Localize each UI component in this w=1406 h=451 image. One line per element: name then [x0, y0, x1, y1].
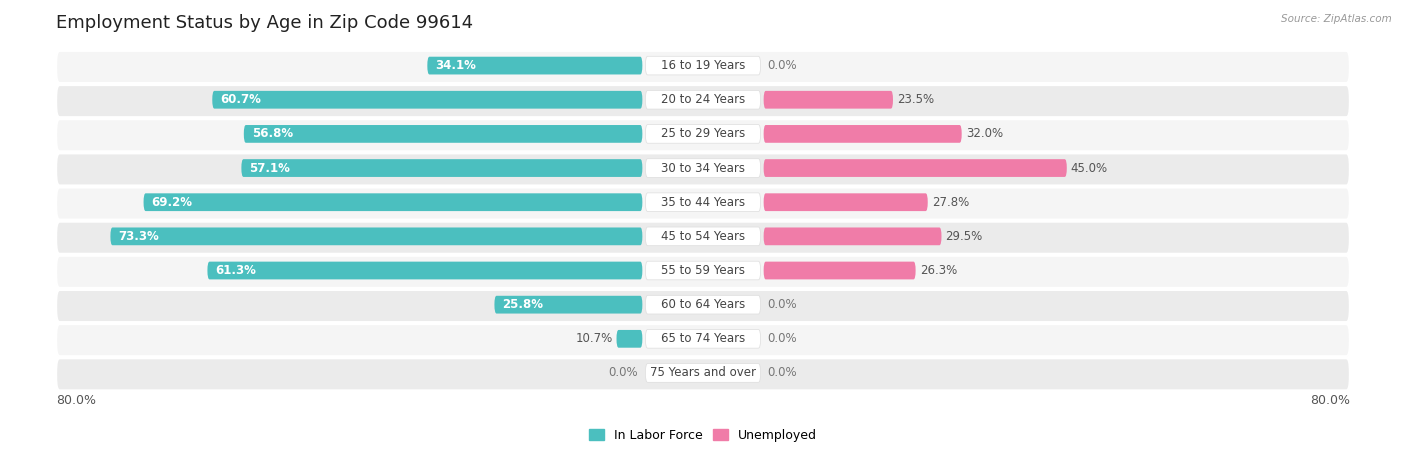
Text: 30 to 34 Years: 30 to 34 Years	[661, 161, 745, 175]
FancyBboxPatch shape	[645, 295, 761, 314]
Text: 45.0%: 45.0%	[1071, 161, 1108, 175]
Text: 80.0%: 80.0%	[56, 394, 96, 407]
FancyBboxPatch shape	[645, 124, 761, 143]
FancyBboxPatch shape	[645, 330, 761, 348]
Text: 20 to 24 Years: 20 to 24 Years	[661, 93, 745, 106]
FancyBboxPatch shape	[645, 56, 761, 75]
Text: 0.0%: 0.0%	[609, 367, 638, 379]
FancyBboxPatch shape	[56, 188, 1350, 220]
Text: 80.0%: 80.0%	[1310, 394, 1350, 407]
FancyBboxPatch shape	[56, 119, 1350, 152]
Legend: In Labor Force, Unemployed: In Labor Force, Unemployed	[583, 424, 823, 447]
Text: 45 to 54 Years: 45 to 54 Years	[661, 230, 745, 243]
Text: 65 to 74 Years: 65 to 74 Years	[661, 332, 745, 345]
FancyBboxPatch shape	[763, 125, 962, 143]
Text: 35 to 44 Years: 35 to 44 Years	[661, 196, 745, 209]
Text: 23.5%: 23.5%	[897, 93, 934, 106]
Text: 34.1%: 34.1%	[436, 59, 477, 72]
Text: 75 Years and over: 75 Years and over	[650, 367, 756, 379]
Text: 10.7%: 10.7%	[575, 332, 613, 345]
FancyBboxPatch shape	[763, 227, 942, 245]
FancyBboxPatch shape	[645, 90, 761, 109]
Text: Source: ZipAtlas.com: Source: ZipAtlas.com	[1281, 14, 1392, 23]
Text: Employment Status by Age in Zip Code 99614: Employment Status by Age in Zip Code 996…	[56, 14, 474, 32]
Text: 29.5%: 29.5%	[946, 230, 983, 243]
Text: 0.0%: 0.0%	[768, 298, 797, 311]
FancyBboxPatch shape	[56, 290, 1350, 322]
FancyBboxPatch shape	[56, 324, 1350, 356]
FancyBboxPatch shape	[763, 262, 915, 279]
Text: 57.1%: 57.1%	[249, 161, 290, 175]
FancyBboxPatch shape	[763, 193, 928, 211]
FancyBboxPatch shape	[645, 193, 761, 212]
FancyBboxPatch shape	[56, 153, 1350, 185]
Text: 0.0%: 0.0%	[768, 367, 797, 379]
FancyBboxPatch shape	[56, 358, 1350, 391]
FancyBboxPatch shape	[763, 159, 1067, 177]
Text: 25 to 29 Years: 25 to 29 Years	[661, 127, 745, 140]
FancyBboxPatch shape	[111, 227, 643, 245]
Text: 55 to 59 Years: 55 to 59 Years	[661, 264, 745, 277]
FancyBboxPatch shape	[645, 364, 761, 382]
Text: 60 to 64 Years: 60 to 64 Years	[661, 298, 745, 311]
Text: 25.8%: 25.8%	[502, 298, 544, 311]
FancyBboxPatch shape	[143, 193, 643, 211]
Text: 26.3%: 26.3%	[920, 264, 957, 277]
Text: 56.8%: 56.8%	[252, 127, 292, 140]
FancyBboxPatch shape	[56, 222, 1350, 254]
FancyBboxPatch shape	[645, 261, 761, 280]
FancyBboxPatch shape	[495, 296, 643, 313]
Text: 0.0%: 0.0%	[768, 332, 797, 345]
Text: 16 to 19 Years: 16 to 19 Years	[661, 59, 745, 72]
FancyBboxPatch shape	[56, 85, 1350, 117]
Text: 0.0%: 0.0%	[768, 59, 797, 72]
FancyBboxPatch shape	[56, 256, 1350, 288]
Text: 73.3%: 73.3%	[118, 230, 159, 243]
FancyBboxPatch shape	[645, 227, 761, 246]
Text: 60.7%: 60.7%	[221, 93, 262, 106]
FancyBboxPatch shape	[208, 262, 643, 279]
FancyBboxPatch shape	[616, 330, 643, 348]
Text: 61.3%: 61.3%	[215, 264, 256, 277]
Text: 32.0%: 32.0%	[966, 127, 1002, 140]
FancyBboxPatch shape	[427, 57, 643, 74]
Text: 69.2%: 69.2%	[152, 196, 193, 209]
Text: 27.8%: 27.8%	[932, 196, 969, 209]
FancyBboxPatch shape	[242, 159, 643, 177]
FancyBboxPatch shape	[243, 125, 643, 143]
FancyBboxPatch shape	[763, 91, 893, 109]
FancyBboxPatch shape	[56, 51, 1350, 83]
FancyBboxPatch shape	[645, 159, 761, 177]
FancyBboxPatch shape	[212, 91, 643, 109]
